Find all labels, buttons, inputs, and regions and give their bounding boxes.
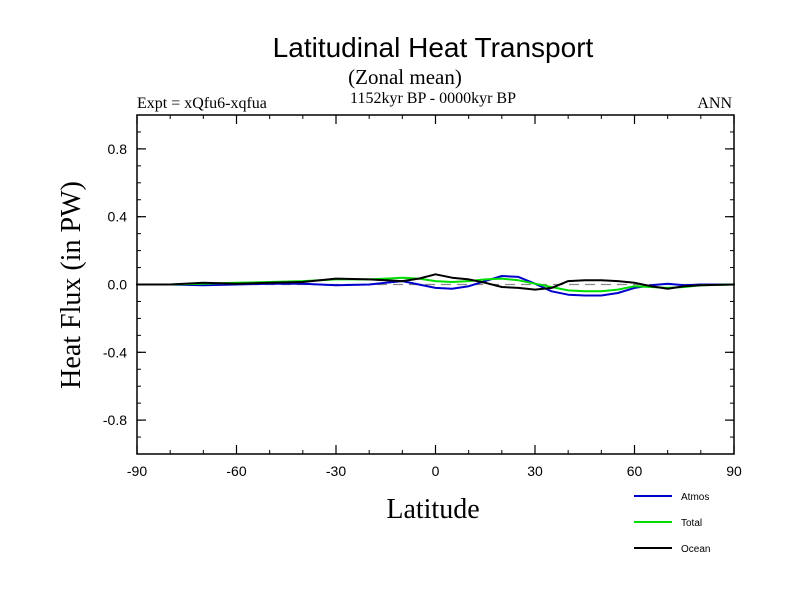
- series-line-ocean: [136, 273, 735, 291]
- y-tick-label: 0.8: [108, 141, 128, 157]
- y-tick-label: -0.8: [103, 412, 127, 428]
- plot-frame: [136, 114, 735, 455]
- chart-title: Latitudinal Heat Transport: [273, 32, 594, 63]
- legend: Atmos Total Ocean: [634, 492, 710, 555]
- y-axis-label: Heat Flux (in PW): [56, 181, 87, 389]
- x-tick-label: -30: [326, 463, 346, 479]
- x-tick-label: -60: [226, 463, 246, 479]
- chart-subtitle: (Zonal mean): [348, 65, 462, 89]
- legend-label-atmos: Atmos: [681, 492, 709, 503]
- x-tick-label: -90: [127, 463, 147, 479]
- y-tick-label: 0.0: [108, 277, 128, 293]
- x-tick-label: 60: [627, 463, 643, 479]
- y-tick-label: 0.4: [108, 209, 128, 225]
- period-label: 1152kyr BP - 0000kyr BP: [350, 90, 516, 107]
- x-tick-label: 30: [527, 463, 543, 479]
- legend-label-total: Total: [681, 518, 702, 529]
- x-axis-label: Latitude: [386, 494, 479, 525]
- legend-label-ocean: Ocean: [681, 544, 710, 555]
- season-label: ANN: [697, 95, 732, 112]
- x-tick-label: 90: [726, 463, 742, 479]
- expt-label: Expt = xQfu6-xqfua: [137, 95, 267, 112]
- y-tick-label: -0.4: [103, 344, 127, 360]
- plot-area: -90 -60 -30 0 30 60 90 -0.8 -0.4 0.0 0.4 0.8: [103, 114, 742, 479]
- x-tick-label: 0: [432, 463, 440, 479]
